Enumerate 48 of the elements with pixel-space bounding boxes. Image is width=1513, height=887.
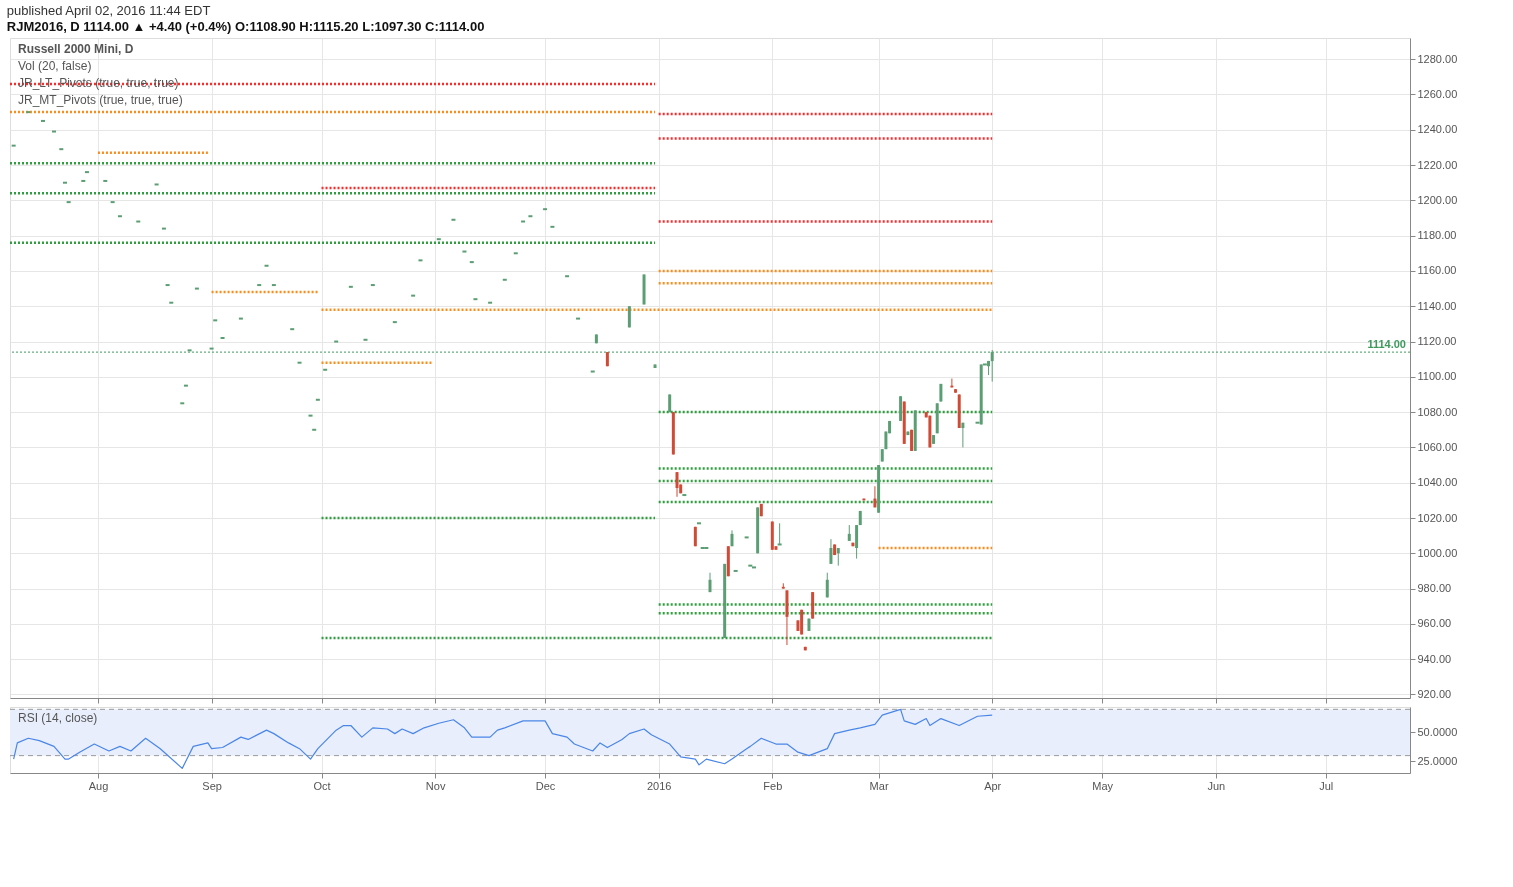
x-tick-label: Oct <box>313 779 331 792</box>
y-tick-label: 50.0000 <box>1417 725 1458 738</box>
y-tick-label: 1180.00 <box>1417 229 1457 242</box>
y-tick-label: 1280.00 <box>1417 52 1458 65</box>
y-tick-label: 920.00 <box>1417 687 1452 700</box>
y-tick-label: 1160.00 <box>1417 264 1457 277</box>
chart-title: published April 02, 2016 11:44 EDT <box>6 2 211 18</box>
x-tick-label: Mar <box>869 779 889 792</box>
y-tick-label: 1240.00 <box>1417 123 1458 136</box>
x-tick-label: Dec <box>535 779 556 792</box>
candlestick <box>961 422 965 448</box>
y-tick-label: 940.00 <box>1417 652 1452 665</box>
y-tick-label: 1060.00 <box>1417 440 1458 453</box>
y-tick-label: 1040.00 <box>1417 476 1458 489</box>
annotation: Vol (20, false) <box>18 59 92 73</box>
candlestick <box>777 522 782 546</box>
x-tick-label: Apr <box>984 779 1002 792</box>
x-tick-label: Jul <box>1319 779 1334 792</box>
y-tick-label: 25.0000 <box>1417 754 1458 767</box>
candlestick <box>855 524 859 560</box>
line-series <box>13 708 993 769</box>
y-tick-label: 1020.00 <box>1417 511 1458 524</box>
candlestick <box>675 471 679 498</box>
x-tick-label: May <box>1092 779 1114 792</box>
chart-subtitle: RJM2016, D 1114.00 ▲ +4.40 (+0.4%) O:1108.90 H:1115.20 L:1097.30 C:1114.00 <box>6 18 485 34</box>
y-tick-label: 1260.00 <box>1417 87 1458 100</box>
candlestick <box>825 572 829 598</box>
x-tick-label: Nov <box>425 779 446 792</box>
annotation: JR_MT_Pivots (true, true, true) <box>18 93 183 107</box>
annotation: JR_LT_Pivots (true, true, true) <box>18 76 179 90</box>
y-tick-label: 1100.00 <box>1417 370 1457 383</box>
y-tick-label: 1000.00 <box>1417 546 1458 559</box>
y-tick-label: 1200.00 <box>1417 193 1458 206</box>
y-tick-label: 1220.00 <box>1417 158 1458 171</box>
x-tick-label: 2016 <box>646 779 672 792</box>
ref-line-label: 1114.00 <box>1367 338 1406 351</box>
y-tick-label: 1080.00 <box>1417 405 1458 418</box>
annotation: RSI (14, close) <box>18 711 98 725</box>
x-tick-label: Jun <box>1207 779 1226 792</box>
annotation: Russell 2000 Mini, D <box>18 42 134 56</box>
x-tick-label: Aug <box>88 779 109 792</box>
x-tick-label: Feb <box>763 779 783 792</box>
y-tick-label: 1140.00 <box>1417 299 1457 312</box>
y-tick-label: 980.00 <box>1417 582 1452 595</box>
x-tick-label: Sep <box>202 779 222 792</box>
candlestick <box>829 538 833 565</box>
y-tick-label: 960.00 <box>1417 617 1452 630</box>
y-tick-label: 1120.00 <box>1417 335 1457 348</box>
